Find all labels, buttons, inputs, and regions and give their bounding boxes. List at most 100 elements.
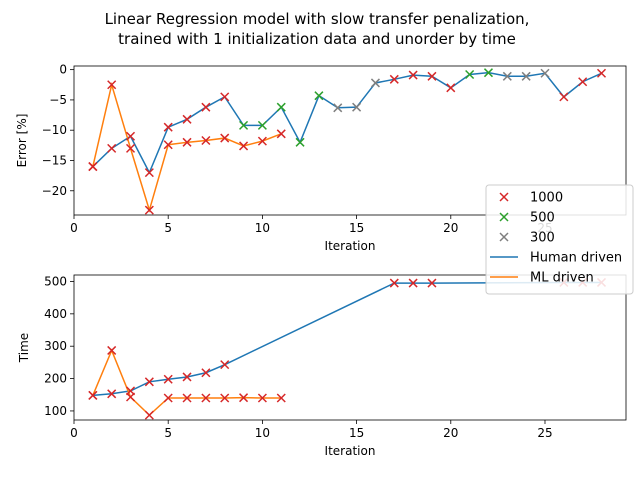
legend: 1000 500 300 Human driven ML driven	[485, 184, 634, 295]
data-point	[163, 140, 173, 150]
data-point	[408, 278, 418, 288]
y-tick-label: 500	[44, 274, 67, 288]
data-point	[521, 71, 531, 81]
legend-label: 1000	[530, 191, 563, 206]
data-point	[182, 372, 192, 382]
legend-label: 500	[530, 211, 555, 226]
data-point	[201, 393, 211, 403]
data-point	[182, 114, 192, 124]
x-tick-label: 15	[349, 426, 364, 440]
data-point	[427, 71, 437, 81]
x-tick-label: 20	[443, 221, 458, 235]
y-tick-label: 300	[44, 339, 67, 353]
legend-label: Human driven	[530, 251, 622, 266]
data-point	[239, 120, 249, 130]
x-axis-label: Iteration	[325, 239, 376, 253]
x-tick-label: 10	[255, 426, 270, 440]
data-point	[125, 143, 136, 153]
data-point	[144, 410, 154, 420]
data-point	[163, 393, 173, 403]
data-point	[163, 122, 173, 132]
data-point	[201, 368, 211, 378]
x-tick-label: 5	[164, 426, 172, 440]
data-point	[220, 133, 230, 143]
data-point	[596, 68, 607, 78]
plots: 0 5 10 15 20 25 0 −5 −10 −15 −20 Iteration Error [%]…	[15, 63, 627, 458]
data-point	[182, 393, 192, 403]
legend-box	[485, 184, 634, 295]
data-point	[427, 278, 437, 288]
x-tick-label: 0	[70, 426, 78, 440]
series-markers-human	[88, 277, 607, 400]
legend-entry: 300	[499, 231, 555, 246]
x-tick-label: 5	[164, 221, 172, 235]
data-point	[182, 137, 192, 147]
x-tick-label: 15	[349, 221, 364, 235]
x-tick-label: 25	[537, 426, 552, 440]
series-markers-ml	[88, 345, 286, 420]
chart-title-line-2: trained with 1 initialization data and u…	[118, 30, 516, 48]
data-point	[276, 129, 286, 139]
data-point	[125, 392, 136, 402]
data-point	[239, 393, 249, 403]
y-tick-label: −15	[42, 153, 67, 167]
legend-entry: ML driven	[490, 271, 594, 286]
data-point	[483, 68, 494, 78]
data-point	[446, 83, 456, 93]
legend-entry: Human driven	[490, 251, 622, 266]
data-point	[88, 162, 98, 172]
y-tick-label: −5	[49, 93, 67, 107]
series-line-human	[92, 71, 602, 175]
series-markers-ml	[88, 80, 286, 215]
legend-entry: 500	[499, 211, 555, 226]
data-point	[540, 68, 550, 78]
legend-label: 300	[530, 231, 555, 246]
data-point	[239, 141, 249, 151]
chart-title-line-1: Linear Regression model with slow transf…	[105, 10, 530, 28]
y-tick-label: 200	[44, 372, 67, 386]
data-point	[559, 92, 569, 102]
y-tick-label: −20	[42, 184, 67, 198]
x-axis-label: Iteration	[325, 444, 376, 458]
data-point	[578, 77, 588, 87]
axes-frame	[73, 65, 627, 216]
data-point	[88, 390, 98, 400]
series-line-ml	[92, 348, 282, 417]
data-point	[201, 102, 211, 112]
data-point	[295, 137, 305, 147]
y-tick-label: 400	[44, 307, 67, 321]
y-axis-label: Time	[17, 333, 31, 363]
data-point	[107, 143, 117, 153]
legend-marker	[499, 192, 509, 202]
data-point	[201, 135, 211, 146]
data-point	[352, 102, 362, 112]
data-point	[220, 360, 230, 370]
data-point	[502, 71, 512, 81]
legend-marker	[499, 232, 509, 242]
data-point	[144, 168, 154, 178]
x-tick-label: 10	[255, 221, 270, 235]
series-markers-human	[88, 68, 607, 178]
data-point	[389, 74, 399, 84]
data-point	[276, 102, 286, 112]
y-axis-label: Error [%]	[15, 114, 29, 168]
x-tick-label: 0	[70, 221, 78, 235]
series-line-ml	[92, 81, 282, 213]
data-point	[370, 78, 380, 88]
data-point	[465, 69, 475, 80]
data-point	[125, 131, 136, 141]
legend-entry: 1000	[499, 191, 563, 206]
data-point	[107, 345, 117, 355]
data-point	[220, 393, 230, 403]
data-point	[333, 103, 343, 113]
data-point	[144, 205, 154, 215]
legend-label: ML driven	[530, 271, 594, 286]
data-point	[257, 120, 267, 130]
data-point	[389, 278, 399, 288]
y-tick-label: −10	[42, 123, 67, 137]
data-point	[220, 92, 230, 102]
data-point	[257, 136, 267, 146]
data-point	[314, 91, 324, 101]
